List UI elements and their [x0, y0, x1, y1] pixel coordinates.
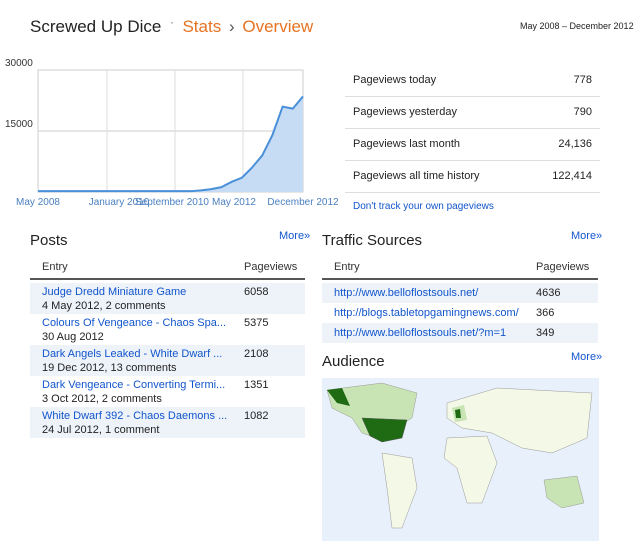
land-high [327, 388, 350, 406]
table-body: Judge Dredd Miniature Game 4 May 2012, 2 … [30, 283, 305, 438]
pageviews: 4636 [536, 287, 561, 299]
crumb[interactable]: Stats [182, 17, 222, 36]
land-high [361, 417, 408, 443]
link[interactable]: Don't track your own pageviews [353, 201, 494, 212]
table-header: Entry Pageviews [322, 256, 598, 280]
stat-value: 778 [573, 74, 592, 86]
table-row: Judge Dredd Miniature Game 4 May 2012, 2 … [30, 283, 305, 314]
pageviews: 2108 [244, 348, 269, 360]
column-header: Entry [42, 261, 68, 273]
entry-link[interactable]: White Dwarf 392 - Chaos Daemons ... [42, 410, 228, 422]
land-high [455, 409, 461, 418]
section-title: Traffic Sources [322, 232, 423, 249]
entry-link[interactable]: http://www.belloflostsouls.net/ [334, 287, 479, 299]
stat-label: Pageviews last month [353, 138, 460, 150]
land [381, 452, 418, 529]
entry-date: 30 Aug 2012 [42, 331, 104, 343]
section-title: Audience [322, 353, 385, 370]
entry-link[interactable]: http://www.belloflostsouls.net/?m=1 [334, 327, 507, 339]
pageviews: 6058 [244, 286, 269, 298]
separator: › [228, 17, 235, 36]
stat-label: Pageviews all time history [353, 170, 480, 182]
land [446, 387, 593, 454]
y-tick-label: 15000 [5, 119, 33, 130]
entry-date: 24 Jul 2012, 1 comment [42, 424, 160, 436]
more-link[interactable]: More» [571, 351, 603, 363]
table-row: http://blogs.tabletopgamingnews.com/366 [322, 303, 598, 323]
line [38, 95, 304, 193]
x-tick-label: May 2012 [212, 197, 256, 208]
more-link[interactable]: More» [571, 230, 603, 242]
table-row: Dark Angels Leaked - White Dwarf ... 19 D… [30, 345, 305, 376]
separator: · [170, 17, 174, 29]
pageviews: 5375 [244, 317, 269, 329]
table-row: White Dwarf 392 - Chaos Daemons ... 24 Ju… [30, 407, 305, 438]
stat-label: Pageviews yesterday [353, 106, 457, 118]
entry-date: 4 May 2012, 2 comments [42, 300, 166, 312]
entry-link[interactable]: Judge Dredd Miniature Game [42, 286, 187, 298]
entry-date: 19 Dec 2012, 13 comments [42, 362, 177, 374]
stat-value: 122,414 [552, 170, 592, 182]
x-tick-label: December 2012 [267, 197, 339, 208]
column-header: Pageviews [536, 261, 590, 273]
table-row: http://www.belloflostsouls.net/4636 [322, 283, 598, 303]
posts-table: Entry Pageviews Judge Dredd Miniature Game… [30, 256, 305, 438]
land [443, 435, 498, 504]
blog-name: Screwed Up Dice [30, 17, 162, 36]
stat-row: Pageviews last month 24,136 [345, 129, 600, 161]
stat-row: Pageviews today 778 [345, 65, 600, 97]
stat-value: 790 [573, 106, 592, 118]
table-header: Entry Pageviews [30, 256, 305, 280]
pageviews: 1351 [244, 379, 269, 391]
stat-label: Pageviews today [353, 74, 437, 86]
entry-link[interactable]: Dark Vengeance - Converting Termi... [42, 379, 226, 391]
more-link[interactable]: More» [279, 230, 311, 242]
chart: 15000 30000 May 2008 January 2010September … [5, 58, 339, 208]
date-range[interactable]: May 2008 – December 2012 [520, 21, 634, 31]
x-tick-label: September 2010 [135, 197, 209, 208]
x-tick-label: May 2008 [16, 197, 60, 208]
entry-link[interactable]: Colours Of Vengeance - Chaos Spa... [42, 317, 227, 329]
table-row: Colours Of Vengeance - Chaos Spa... 30 Au… [30, 314, 305, 345]
entry-link[interactable]: http://blogs.tabletopgamingnews.com/ [334, 307, 519, 319]
entry-date: 3 Oct 2012, 2 comments [42, 393, 162, 405]
area [38, 96, 303, 192]
stat-row: Pageviews yesterday 790 [345, 97, 600, 129]
pageviews: 366 [536, 307, 555, 319]
table-row: Dark Vengeance - Converting Termi... 3 Oc… [30, 376, 305, 407]
table-row: http://www.belloflostsouls.net/?m=1 349 [322, 323, 598, 343]
traffic-table: Entry Pageviews http://www.belloflostsouls… [322, 256, 598, 343]
crumb: Overview [242, 17, 314, 36]
entry-link[interactable]: Dark Angels Leaked - White Dwarf ... [42, 348, 223, 360]
land [543, 475, 585, 509]
stats-table: Pageviews today 778 Pageviews yesterday 790… [345, 65, 600, 193]
x-tick-label: January 2010 [89, 197, 150, 208]
pageviews: 1082 [244, 410, 269, 422]
column-header: Pageviews [244, 261, 298, 273]
world-map [322, 378, 599, 541]
stat-row: Pageviews all time history 122,414 [345, 161, 600, 193]
column-header: Entry [334, 261, 360, 273]
pageviews: 349 [536, 327, 555, 339]
stat-value: 24,136 [558, 138, 592, 150]
breadcrumb: Screwed Up Dice · Stats › Overview [30, 17, 313, 37]
y-tick-label: 30000 [5, 58, 33, 69]
section-title: Posts [30, 232, 68, 249]
table-body: http://www.belloflostsouls.net/4636 http:… [322, 283, 598, 343]
